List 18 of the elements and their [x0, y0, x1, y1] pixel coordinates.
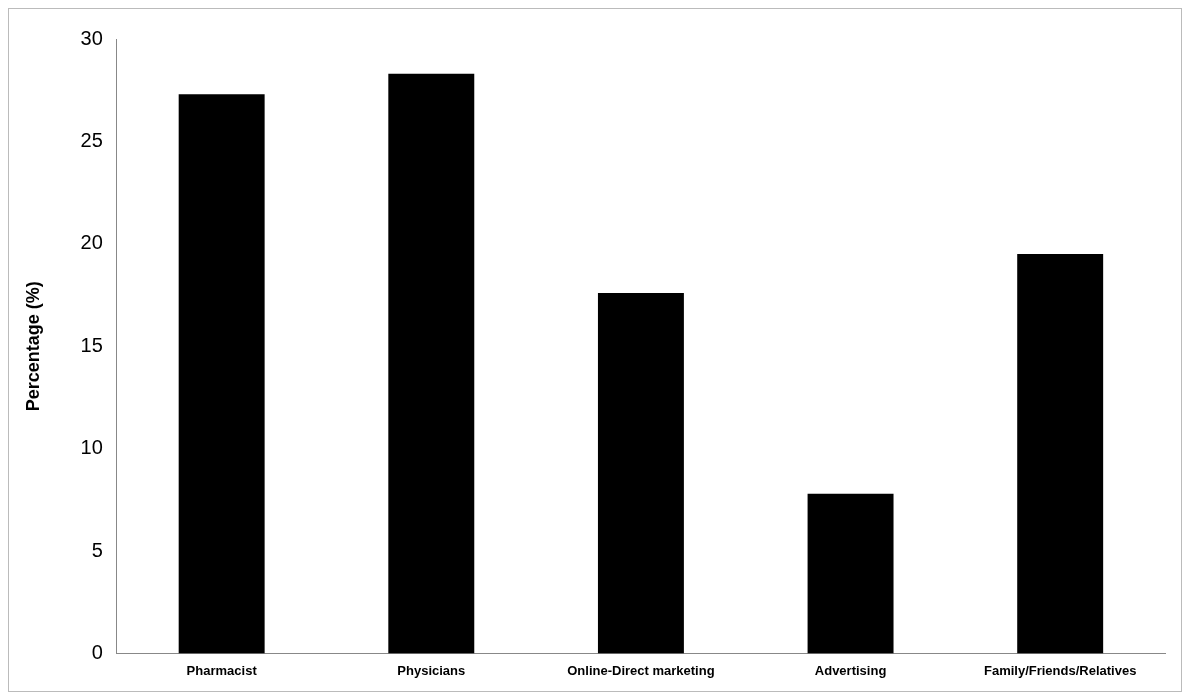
bar	[388, 73, 475, 654]
y-tick-label: 5	[91, 538, 103, 561]
y-tick-label: 15	[80, 333, 103, 356]
bar	[807, 493, 894, 654]
bar	[178, 94, 265, 654]
x-tick-label: Advertising	[814, 662, 887, 678]
y-tick-label: 20	[80, 231, 103, 254]
bar	[1017, 254, 1104, 654]
y-axis-title: Percentage (%)	[22, 281, 43, 412]
y-tick-label: 25	[80, 128, 103, 151]
y-tick-label: 10	[80, 436, 103, 459]
x-tick-label: Online-Direct marketing	[567, 662, 715, 678]
bar	[597, 292, 684, 654]
x-tick-label: Pharmacist	[186, 662, 258, 678]
y-tick-label: 0	[91, 640, 103, 663]
y-tick-label: 30	[80, 26, 103, 49]
x-tick-label: Physicians	[397, 662, 466, 678]
x-tick-label: Family/Friends/Relatives	[983, 662, 1137, 678]
